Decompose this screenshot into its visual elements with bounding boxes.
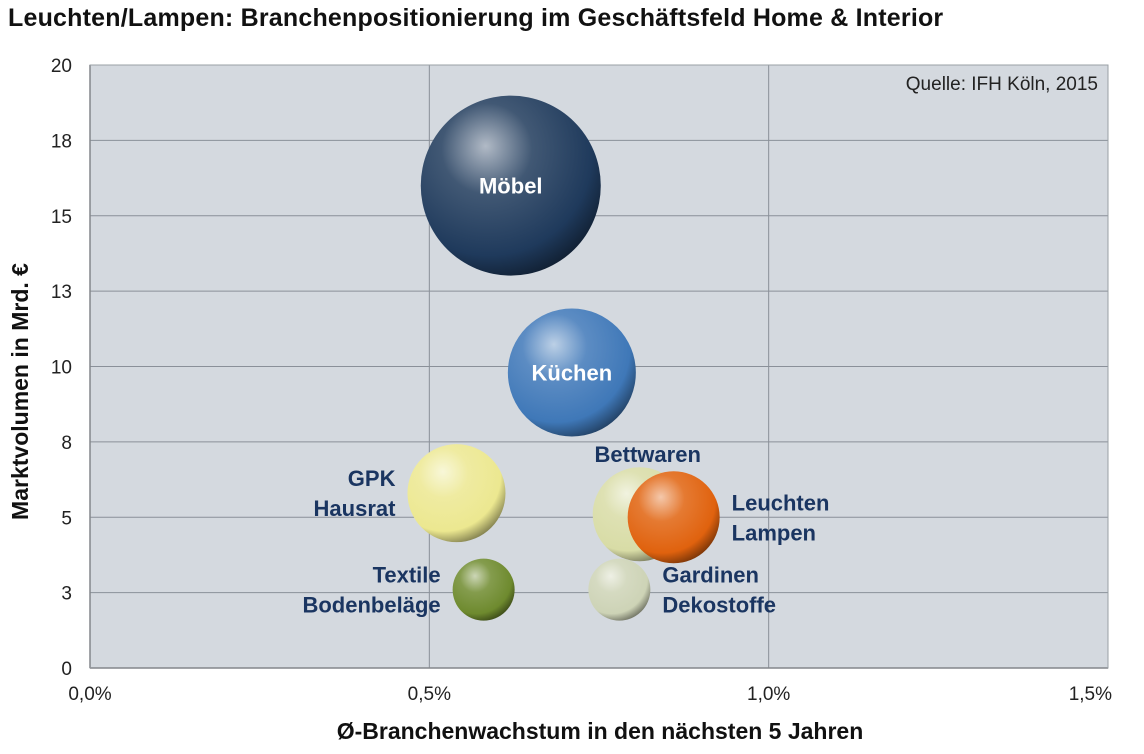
bubble-label: Küchen [532, 361, 613, 386]
x-axis-label: Ø-Branchenwachstum in den nächsten 5 Jah… [336, 718, 864, 744]
bubble-gardinen [588, 558, 651, 621]
bubble-label: Dekostoffe [662, 593, 776, 618]
bubbles [407, 95, 720, 621]
bubble-label: Bettwaren [595, 442, 701, 467]
bubble-label: Möbel [479, 174, 543, 199]
source-note: Quelle: IFH Köln, 2015 [906, 74, 1098, 95]
x-tick-label: 0,5% [408, 684, 451, 705]
x-tick-label: 1,5% [1069, 684, 1112, 705]
y-tick-label: 3 [61, 584, 72, 605]
axes: 0 3 5 8 10 13 15 18 20 0,0% 0,5% 1,0% 1,5% [51, 56, 1112, 705]
bubble-label: GPK [348, 466, 396, 491]
y-tick-label: 20 [51, 56, 72, 77]
bubble-küchen [507, 308, 636, 437]
bubble-möbel [420, 95, 601, 276]
plot-border [89, 64, 1109, 669]
x-tick-label: 1,0% [747, 684, 790, 705]
y-tick-label: 15 [51, 207, 72, 228]
y-tick-label: 18 [51, 131, 72, 152]
bubble-label: Leuchten [732, 490, 830, 515]
bubble-label: Lampen [732, 520, 816, 545]
y-tick-label: 5 [61, 508, 72, 529]
bubble-label: Hausrat [314, 496, 397, 521]
bubble-labels: Möbel Küchen Bettwaren GPK Hausrat Leuchten La… [302, 174, 829, 618]
bubble-label: Bodenbeläge [302, 593, 440, 618]
y-tick-label: 0 [61, 659, 72, 680]
x-tick-label: 0,0% [68, 684, 111, 705]
bubble-label: Gardinen [662, 563, 759, 588]
y-tick-label: 8 [61, 433, 72, 454]
chart-title: Leuchten/Lampen: Branchenpositionierung … [8, 4, 944, 32]
y-tick-label: 10 [51, 358, 72, 379]
y-tick-label: 13 [51, 282, 72, 303]
bubble-textile [452, 558, 515, 621]
bubble-leuchten [627, 471, 720, 564]
bubble-gpk [407, 444, 506, 543]
bubble-label: Textile [373, 563, 441, 588]
